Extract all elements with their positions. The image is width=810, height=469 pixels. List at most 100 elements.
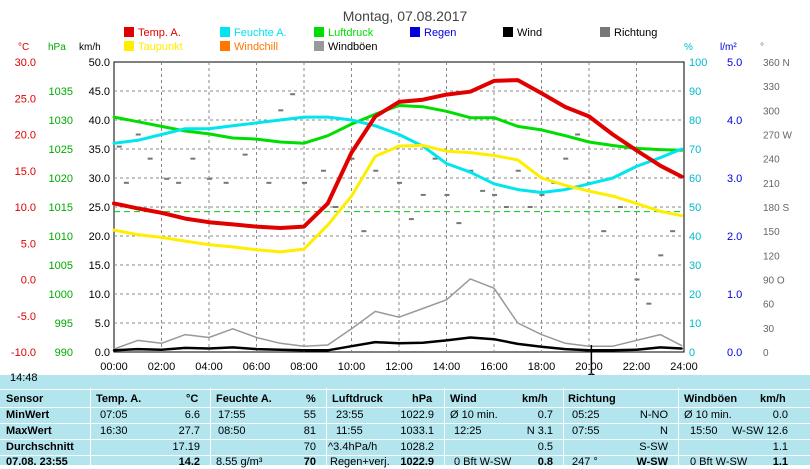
tick-temp: 0.0 [21,275,36,287]
legend-label: Windchill [234,41,278,53]
direction-point [349,157,355,160]
tick-direction: 150 [763,227,780,238]
avg-luftdruck-val: 1028.2 [400,441,434,453]
tick-direction: 270 W [763,131,792,142]
tick-temp: -5.0 [17,311,36,323]
direction-point [290,93,296,96]
min-feuchte-val: 55 [303,409,316,421]
tick-time: 10:00 [338,361,366,373]
header-temp-unit: °C [186,393,199,405]
header-luftdruck-unit: hPa [412,393,433,405]
direction-point [373,169,379,172]
direction-point [147,157,153,160]
avg-richtung-val: S-SW [639,441,668,453]
tick-humidity: 20 [689,289,701,301]
tick-time: 22:00 [623,361,651,373]
tick-wind: 25.0 [89,202,110,214]
cur-wind-val: 0.8 [537,456,553,468]
series-taupunkt [112,143,684,254]
direction-point [658,254,664,257]
tick-rain: 4.0 [727,115,742,127]
min-wind-val: 0.7 [537,409,553,421]
min-richtung-val: N-NO [639,409,668,421]
legend-swatch [410,27,420,37]
direction-point [420,193,426,196]
direction-point [456,222,462,225]
direction-point [646,302,652,305]
avg-feuchte-val: 70 [303,441,316,453]
tick-humidity: 0 [689,347,695,359]
row-current-label: 07.08. 23:55 [6,456,68,468]
legend-swatch [314,41,324,51]
tick-direction: 90 O [763,276,785,287]
stats-table [0,375,810,465]
tick-time: 02:00 [148,361,176,373]
tick-direction: 30 [763,324,775,335]
series-luftdruck [112,104,684,152]
tick-pressure: 1035 [49,86,73,98]
tick-pressure: 1000 [49,289,73,301]
cur-richtung-time: 247 ° [572,456,598,468]
tick-time: 16:00 [480,361,508,373]
min-temp-time: 07:05 [100,409,128,421]
time-marker [587,345,596,375]
tick-direction: 210 [763,179,780,190]
tick-direction: 60 [763,300,775,311]
direction-point [242,153,248,156]
direction-point [539,193,545,196]
header-richtung: Richtung [568,393,616,405]
tick-wind: 50.0 [89,57,110,69]
legend-swatch [314,27,324,37]
row-min-label: MinWert [6,409,50,421]
legend-swatch [600,27,610,37]
legend-label: Taupunkt [138,41,183,53]
moon-icon [587,373,596,375]
tick-rain: 3.0 [727,173,742,185]
max-boeen-val: W-SW 12.6 [731,425,788,437]
unit-direction: ° [760,42,764,53]
tick-time: 08:00 [290,361,318,373]
legend-label: Feuchte A. [234,27,287,39]
tick-time: 14:00 [433,361,461,373]
tick-wind: 15.0 [89,260,110,272]
direction-point [515,169,521,172]
tick-temp: 20.0 [15,130,36,142]
cur-feuchte-time: 8.55 g/m³ [216,456,263,468]
legend-swatch [124,41,134,51]
avg-wind-val: 0.5 [537,441,553,453]
tick-direction: 240 [763,155,780,166]
direction-point [670,230,676,233]
legend-label: Richtung [614,27,657,39]
tick-pressure: 1005 [49,260,73,272]
max-wind-val: N 3.1 [526,425,553,437]
tick-pressure: 995 [55,318,73,330]
direction-point [302,181,307,184]
tick-temp: 30.0 [15,57,36,69]
tick-humidity: 10 [689,318,701,330]
legend-label: Wind [517,27,542,39]
series-windboeen [113,278,683,350]
tick-humidity: 70 [689,144,701,156]
direction-point [492,193,497,196]
min-luftdruck-val: 1022.9 [400,409,434,421]
tick-pressure: 1020 [49,173,73,185]
tick-temp: 5.0 [21,238,36,250]
legend-label: Temp. A. [138,27,181,39]
unit-pressure: hPa [48,42,66,53]
tick-time: 12:00 [385,361,413,373]
max-luftdruck-time: 11:55 [336,425,363,437]
tick-rain: 2.0 [727,231,742,243]
legend-label: Windböen [328,41,378,53]
cur-luftdruck-val: 1022.9 [400,456,434,468]
direction-point [164,177,170,180]
direction-point [135,133,141,136]
tick-temp: 15.0 [15,166,36,178]
tick-humidity: 60 [689,173,701,185]
min-temp-val: 6.6 [184,409,200,421]
min-feuchte-time: 17:55 [218,409,246,421]
min-boeen-val: 0.0 [772,409,788,421]
cur-luftdruck-time: Regen+verj. [330,456,390,468]
direction-point [480,189,486,192]
tick-time: 04:00 [195,361,223,373]
direction-point [223,181,229,184]
